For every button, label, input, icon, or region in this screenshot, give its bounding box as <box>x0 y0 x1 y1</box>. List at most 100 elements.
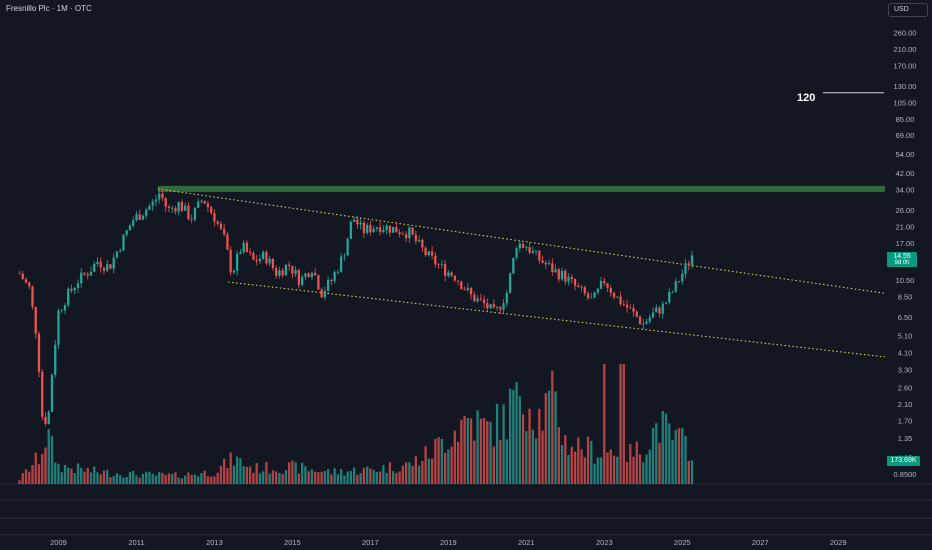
candle-body <box>424 247 427 256</box>
candle-body <box>378 227 382 233</box>
volume-bar <box>93 466 96 484</box>
volume-bar <box>577 437 580 484</box>
volume-bar <box>684 435 687 484</box>
candle-body <box>164 197 167 207</box>
volume-bar <box>236 456 239 484</box>
candle-body <box>534 250 538 252</box>
volume-bar <box>593 463 596 484</box>
chart-grid <box>0 483 932 536</box>
volume-bar <box>671 439 674 484</box>
volume-bar <box>538 408 541 484</box>
candle-body <box>463 289 466 290</box>
candle-body <box>440 263 443 265</box>
volume-bar <box>616 456 619 484</box>
volume-bar <box>427 458 430 484</box>
y-tick-label: 85.00 <box>896 115 915 124</box>
candle-body <box>684 263 687 274</box>
drawing-overlays <box>157 92 886 358</box>
currency-button[interactable]: USD <box>888 3 928 17</box>
volume-bar <box>297 473 301 484</box>
candle-body <box>275 268 278 276</box>
candle-body <box>151 201 154 206</box>
volume-bar <box>391 471 395 484</box>
volume-bar <box>141 473 145 484</box>
volume-bar <box>314 471 317 484</box>
y-tick-label: 5.10 <box>898 332 913 341</box>
volume-bar <box>109 477 112 484</box>
volume-bar <box>187 472 190 484</box>
candle-body <box>554 269 557 273</box>
candle-body <box>469 287 473 295</box>
volume-bar <box>76 463 80 484</box>
volume-bar <box>219 465 223 484</box>
x-tick-label: 2025 <box>674 538 691 547</box>
candle-body <box>629 307 632 309</box>
volume-bar <box>193 474 197 484</box>
candle-body <box>310 272 314 278</box>
volume-bar <box>258 473 262 484</box>
volume-bar <box>145 471 148 484</box>
candle-body <box>125 230 128 235</box>
volume-bar <box>86 467 89 484</box>
candle-body <box>372 228 375 233</box>
candle-body <box>359 222 362 225</box>
volume-bar <box>599 457 603 484</box>
volume-bar <box>531 429 534 484</box>
y-tick-label: 1.35 <box>898 434 913 443</box>
volume-bar <box>398 471 401 484</box>
volume-bar <box>106 469 109 484</box>
volume-bar <box>378 471 382 484</box>
candle-body <box>622 304 625 305</box>
candle-body <box>73 288 76 291</box>
channel-upper-line <box>157 188 886 294</box>
volume-bar <box>210 476 213 484</box>
candle-body <box>391 226 395 233</box>
volume-bar <box>339 469 343 484</box>
volume-bar <box>551 370 554 484</box>
volume-bar <box>541 430 544 484</box>
y-tick-label: 170.00 <box>894 61 917 70</box>
candle-body <box>551 263 554 273</box>
candle-body <box>60 310 63 312</box>
volume-bar <box>21 473 24 484</box>
candle-body <box>171 207 174 209</box>
volume-bar <box>664 413 668 484</box>
y-tick-label: 2.60 <box>898 384 913 393</box>
candle-body <box>651 312 655 318</box>
resistance-line <box>157 185 885 192</box>
volume-bar <box>119 475 122 484</box>
candle-body <box>645 321 648 324</box>
candle-body <box>385 225 388 230</box>
candle-body <box>44 416 47 424</box>
candle-body <box>63 305 67 311</box>
volume-bar <box>638 454 642 484</box>
volume-bar <box>521 414 525 484</box>
candle-body <box>460 281 463 290</box>
candle-body <box>83 272 86 275</box>
candle-body <box>625 304 629 308</box>
candle-body <box>187 205 190 220</box>
volume-bar <box>690 460 694 484</box>
candle-body <box>67 288 70 306</box>
candle-body <box>317 275 320 290</box>
candle-body <box>245 242 249 252</box>
volume-bar <box>34 452 37 484</box>
volume-bar <box>645 454 648 484</box>
candle-body <box>580 286 583 288</box>
last-price-tag: 14.55 9d 0h <box>887 252 917 267</box>
volume-bar <box>573 451 577 484</box>
volume-bar <box>174 472 177 484</box>
x-tick-label: 2011 <box>128 538 144 547</box>
candle-body <box>518 243 521 249</box>
volume-bar <box>102 470 106 484</box>
volume-bar <box>216 472 219 484</box>
volume-bar <box>375 471 379 484</box>
candle-body <box>427 251 430 256</box>
volume-bar <box>687 460 690 484</box>
volume-bar <box>495 403 499 484</box>
volume-value-tag: 173.69K <box>887 456 920 466</box>
volume-bar <box>606 452 609 484</box>
volume-bar <box>112 476 115 484</box>
volume-bar <box>317 472 320 484</box>
